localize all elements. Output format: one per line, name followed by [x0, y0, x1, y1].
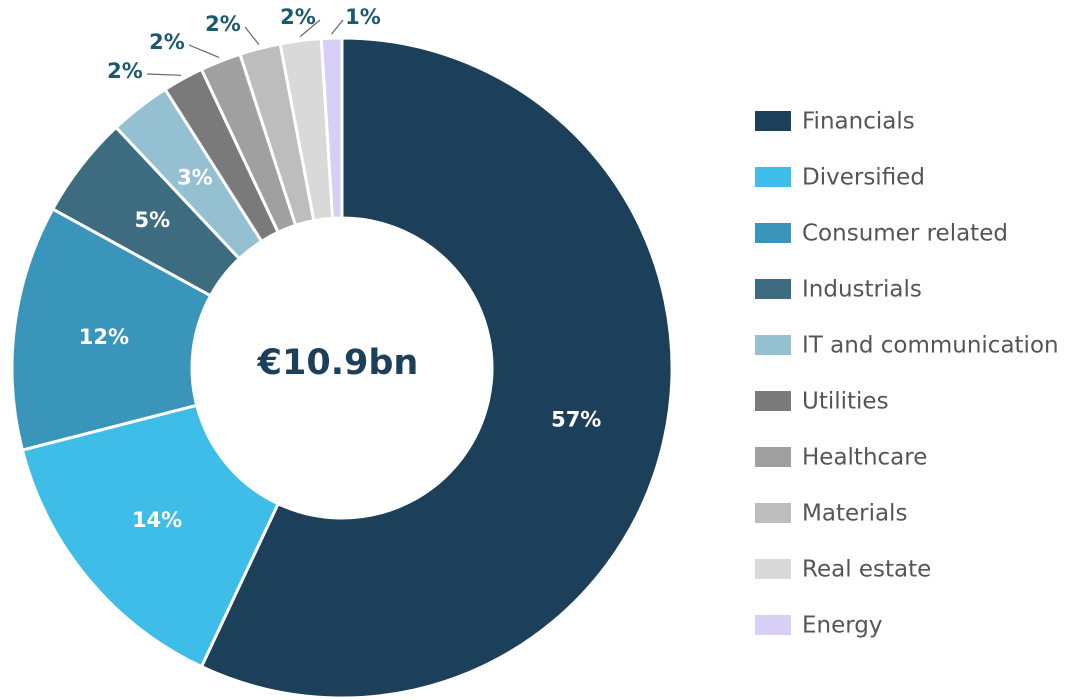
value-label: 3%	[177, 165, 213, 189]
slice	[319, 36, 344, 220]
legend-label: Consumer related	[802, 221, 1008, 247]
legend-label: Diversified	[802, 165, 925, 191]
leader-line	[244, 26, 260, 45]
legend-swatch	[755, 279, 791, 299]
legend-label: Energy	[802, 613, 883, 639]
legend-label: Utilities	[802, 389, 889, 415]
legend-label: Healthcare	[802, 445, 927, 471]
legend-swatch	[755, 223, 791, 243]
leader-line	[146, 73, 182, 76]
legend-swatch	[755, 391, 791, 411]
legend-label: IT and communication	[802, 333, 1059, 359]
value-label: 2%	[107, 59, 143, 83]
legend-swatch	[755, 335, 791, 355]
legend-swatch	[755, 559, 791, 579]
legend-swatch	[755, 167, 791, 187]
legend-label: Industrials	[802, 277, 922, 303]
value-label: 2%	[205, 12, 241, 36]
legend-swatch	[755, 447, 791, 467]
legend-label: Materials	[802, 501, 907, 527]
center-label: €10.9bn	[257, 343, 419, 383]
slice	[199, 36, 674, 700]
leader-line	[188, 44, 220, 59]
value-label: 12%	[79, 325, 129, 349]
value-label: 5%	[135, 208, 171, 232]
legend-swatch	[755, 503, 791, 523]
legend-swatch	[755, 111, 791, 131]
value-label: 2%	[149, 30, 185, 54]
value-label: 57%	[551, 407, 601, 431]
leader-line	[331, 19, 344, 35]
value-label: 2%	[280, 5, 316, 29]
value-label: 14%	[132, 508, 182, 532]
leader-line	[299, 19, 321, 38]
slice	[20, 403, 281, 669]
legend-swatch	[755, 615, 791, 635]
value-label: 1%	[345, 5, 381, 29]
legend-label: Real estate	[802, 557, 931, 583]
legend-label: Financials	[802, 109, 915, 135]
